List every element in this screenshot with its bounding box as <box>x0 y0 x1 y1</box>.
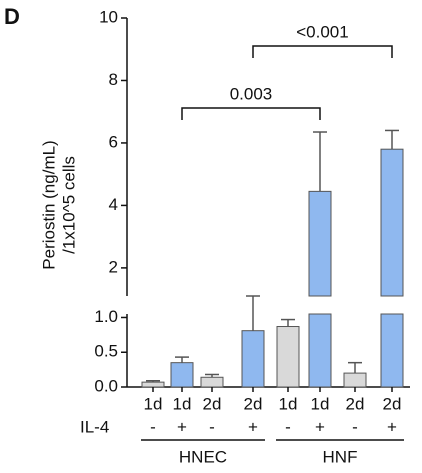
x-tick-label: 2d <box>244 394 263 413</box>
bar <box>200 376 224 388</box>
bar <box>241 330 265 388</box>
y-tick-label: 2 <box>109 257 118 276</box>
x-tick-label: 1d <box>144 394 163 413</box>
treatment-title: IL-4 <box>80 417 109 436</box>
y-tick-label: 1.0 <box>94 307 118 326</box>
x-tick-label: 2d <box>203 394 222 413</box>
bar <box>141 381 165 388</box>
treatment-label: - <box>352 417 358 436</box>
bar <box>308 190 332 297</box>
treatment-label: - <box>150 417 156 436</box>
bar <box>380 313 404 388</box>
y-tick-label: 10 <box>99 7 118 26</box>
treatment-label: + <box>387 417 397 436</box>
significance-label: 0.003 <box>230 84 273 103</box>
group-label: HNEC <box>179 447 227 466</box>
x-tick-label: 1d <box>311 394 330 413</box>
panel-label: D <box>4 4 20 29</box>
group-label: HNF <box>323 447 358 466</box>
y-axis-label: Periostin (ng/mL) <box>39 140 58 269</box>
significance-bracket <box>252 45 393 58</box>
y-tick-label: 0.5 <box>94 342 118 361</box>
y-tick-label: 8 <box>109 70 118 89</box>
x-tick-label: 1d <box>279 394 298 413</box>
bar <box>343 372 367 388</box>
bar <box>308 313 332 388</box>
treatment-label: - <box>209 417 215 436</box>
bar <box>170 362 194 388</box>
significance-bracket <box>181 107 321 120</box>
treatment-label: - <box>285 417 291 436</box>
x-tick-label: 1d <box>173 394 192 413</box>
bar <box>380 148 404 297</box>
x-tick-label: 2d <box>346 394 365 413</box>
y-tick-label: 4 <box>109 195 118 214</box>
bar <box>276 326 300 388</box>
treatment-label: + <box>177 417 187 436</box>
treatment-label: + <box>315 417 325 436</box>
x-tick-label: 2d <box>383 394 402 413</box>
y-tick-label: 0.0 <box>94 376 118 395</box>
treatment-label: + <box>248 417 258 436</box>
y-axis-label: /1x10^5 cells <box>59 156 78 254</box>
y-tick-label: 6 <box>109 132 118 151</box>
significance-label: <0.001 <box>296 22 348 41</box>
